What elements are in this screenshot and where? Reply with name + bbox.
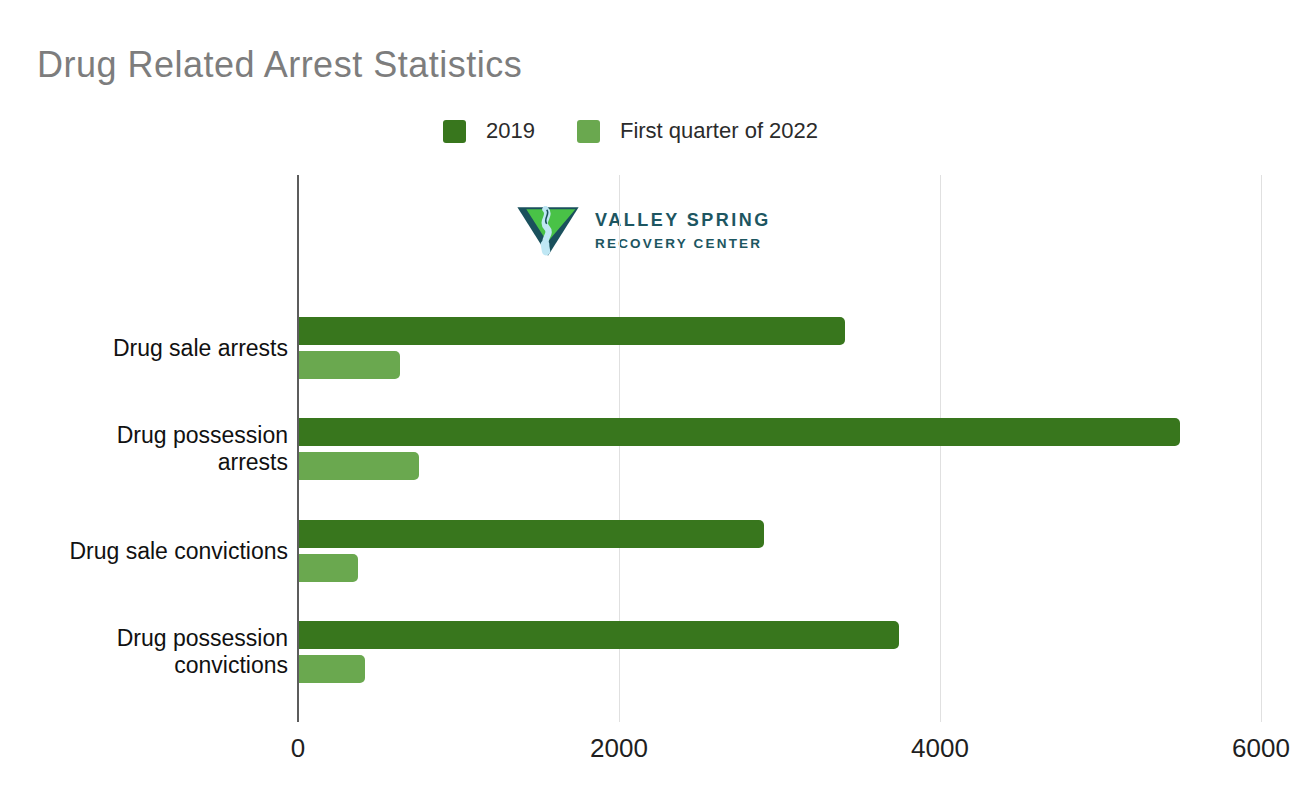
x-axis-tick-label-4000: 4000 [911,733,969,764]
legend-swatch-first-quarter-of-2022 [577,120,600,143]
gridline-6000 [1261,175,1262,722]
category-label-drug-possession-arrests: Drug possession arrests [48,422,288,476]
valley-spring-logo-text: VALLEY SPRING RECOVERY CENTER [595,206,771,251]
bar-first-quarter-of-2022-drug-possession-convictions [299,655,365,683]
logo-subtitle-text: RECOVERY CENTER [595,236,771,251]
legend-item-first-quarter-of-2022: First quarter of 2022 [577,118,818,144]
category-label-drug-sale-convictions: Drug sale convictions [48,538,288,565]
legend-label-first-quarter-of-2022: First quarter of 2022 [620,118,818,144]
category-label-drug-possession-convictions: Drug possession convictions [48,625,288,679]
x-axis-tick-label-0: 0 [291,733,305,764]
chart-canvas: Drug Related Arrest Statistics 2019 First… [0,0,1302,804]
bar-2019-drug-sale-convictions [299,520,764,548]
x-axis-tick-label-2000: 2000 [590,733,648,764]
bar-first-quarter-of-2022-drug-sale-arrests [299,351,400,379]
legend-item-2019: 2019 [443,118,535,144]
valley-spring-logo-icon [516,206,580,257]
chart-legend: 2019 First quarter of 2022 [443,118,818,144]
valley-spring-logo: VALLEY SPRING RECOVERY CENTER [516,206,771,257]
bar-first-quarter-of-2022-drug-sale-convictions [299,554,358,582]
bar-2019-drug-possession-arrests [299,418,1180,446]
chart-title: Drug Related Arrest Statistics [37,44,522,86]
logo-name-text: VALLEY SPRING [595,210,771,231]
category-label-drug-sale-arrests: Drug sale arrests [48,335,288,362]
bar-2019-drug-possession-convictions [299,621,899,649]
legend-swatch-2019 [443,120,466,143]
bar-2019-drug-sale-arrests [299,317,845,345]
x-axis-tick-label-6000: 6000 [1232,733,1290,764]
legend-label-2019: 2019 [486,118,535,144]
gridline-4000 [940,175,941,722]
bar-first-quarter-of-2022-drug-possession-arrests [299,452,419,480]
